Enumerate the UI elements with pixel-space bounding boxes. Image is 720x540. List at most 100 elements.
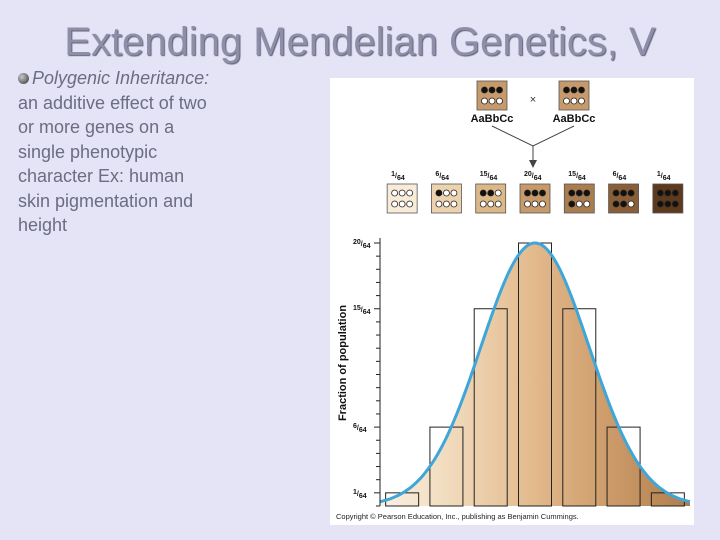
dark-allele-dot	[479, 189, 487, 197]
normal-curve-line	[379, 241, 691, 504]
light-allele-dot	[487, 200, 495, 208]
dark-allele-dot	[568, 189, 576, 197]
y-tick-label: 15/64	[353, 305, 371, 316]
dark-allele-dot	[575, 189, 583, 197]
light-allele-dot	[578, 97, 585, 105]
cross-arrowhead	[529, 160, 537, 168]
offspring-box	[519, 183, 551, 214]
light-allele-dot	[575, 200, 583, 208]
offspring-fraction-label: 20/64	[524, 171, 542, 182]
dark-allele-dot	[627, 189, 635, 197]
light-allele-dot	[391, 200, 399, 208]
dark-allele-dot	[524, 189, 531, 197]
bullet-description: an additive effect of two or more genes …	[18, 92, 207, 236]
bullet-term: Polygenic Inheritance:	[32, 68, 210, 88]
dark-allele-dot	[570, 86, 578, 94]
parent-genotype-left: AaBbCc	[471, 113, 514, 125]
slide-title: Extending Mendelian Genetics, V	[64, 20, 656, 64]
light-allele-dot	[531, 200, 539, 208]
light-allele-dot	[479, 200, 487, 208]
offspring-box	[608, 183, 639, 214]
y-axis-label: Fraction of population	[337, 305, 349, 421]
light-allele-dot	[481, 97, 488, 105]
offspring-box	[431, 183, 462, 214]
offspring-box-2	[475, 183, 507, 214]
light-allele-dot	[627, 200, 635, 208]
figure-svg: × AaBbCc AaBbCc 1/64 6/64 15/64 20/64 15/64 6/6…	[337, 80, 691, 507]
bar-2	[473, 308, 508, 507]
offspring-box	[386, 183, 418, 214]
light-allele-dot	[435, 200, 443, 208]
dark-allele-dot	[656, 200, 664, 208]
dark-allele-dot	[612, 189, 620, 197]
dark-allele-dot	[539, 189, 546, 197]
dark-allele-dot	[563, 86, 570, 94]
bullet-icon	[18, 73, 29, 84]
y-tick-label: 6/64	[353, 423, 367, 434]
offspring-box	[558, 80, 590, 111]
dark-allele-dot	[568, 200, 576, 208]
dark-allele-dot	[488, 86, 496, 94]
dark-allele-dot	[620, 200, 627, 208]
dark-allele-dot	[612, 200, 620, 208]
offspring-box-0	[386, 183, 418, 214]
offspring-fraction-label: 1/64	[657, 171, 671, 182]
light-allele-dot	[450, 189, 458, 197]
dark-allele-dot	[671, 189, 679, 197]
dark-allele-dot	[664, 200, 672, 208]
light-allele-dot	[398, 189, 406, 197]
dark-allele-dot	[487, 189, 495, 197]
dark-allele-dot	[620, 189, 627, 197]
offspring-fraction-label: 1/64	[391, 171, 405, 182]
offspring-fraction-label: 15/64	[480, 171, 498, 182]
offspring-box	[652, 183, 684, 214]
offspring-box-4	[563, 183, 595, 214]
bullet-text: Polygenic Inheritance: an additive effec…	[18, 66, 218, 238]
light-allele-dot	[406, 189, 414, 197]
light-allele-dot	[391, 189, 399, 197]
dark-allele-dot	[435, 189, 443, 197]
offspring-box-5	[608, 183, 639, 214]
offspring-box	[475, 183, 507, 214]
dark-allele-dot	[671, 200, 679, 208]
light-allele-dot	[494, 200, 502, 208]
light-allele-dot	[496, 97, 503, 105]
cross-lines	[491, 125, 575, 147]
offspring-fraction-label: 15/64	[568, 171, 586, 182]
light-allele-dot	[494, 189, 502, 197]
dark-allele-dot	[583, 189, 591, 197]
parent-box-right	[558, 80, 590, 111]
parent-genotype-right: AaBbCc	[553, 113, 596, 125]
light-allele-dot	[443, 189, 450, 197]
offspring-box-6	[652, 183, 684, 214]
curve-area-fill	[380, 243, 690, 506]
dark-allele-dot	[531, 189, 539, 197]
y-tick-label: 1/64	[353, 489, 367, 500]
cross-symbol: ×	[530, 94, 536, 106]
light-allele-dot	[583, 200, 591, 208]
offspring-box-1	[431, 183, 462, 214]
dark-allele-dot	[496, 86, 503, 94]
dark-allele-dot	[578, 86, 585, 94]
polygenic-figure: × AaBbCc AaBbCc 1/64 6/64 15/64 20/64 15/64 6/6…	[330, 78, 694, 525]
light-allele-dot	[406, 200, 414, 208]
bar-4	[562, 308, 597, 507]
light-allele-dot	[450, 200, 458, 208]
offspring-row: 1/64 6/64 15/64 20/64 15/64 6/64 1/64	[386, 171, 684, 214]
offspring-box	[563, 183, 595, 214]
copyright-notice: Copyright © Pearson Education, Inc., pub…	[336, 512, 579, 521]
light-allele-dot	[563, 97, 570, 105]
light-allele-dot	[488, 97, 496, 105]
dark-allele-dot	[656, 189, 664, 197]
distribution-chart: 1/64 6/64 15/64 20/64 Fraction of population	[337, 238, 691, 507]
y-tick-label: 20/64	[353, 239, 371, 250]
offspring-box	[476, 80, 508, 111]
light-allele-dot	[539, 200, 546, 208]
offspring-fraction-label: 6/64	[613, 171, 627, 182]
parent-box-left	[476, 80, 508, 111]
light-allele-dot	[570, 97, 578, 105]
offspring-fraction-label: 6/64	[435, 171, 449, 182]
dark-allele-dot	[664, 189, 672, 197]
light-allele-dot	[443, 200, 450, 208]
offspring-box-3	[519, 183, 551, 214]
